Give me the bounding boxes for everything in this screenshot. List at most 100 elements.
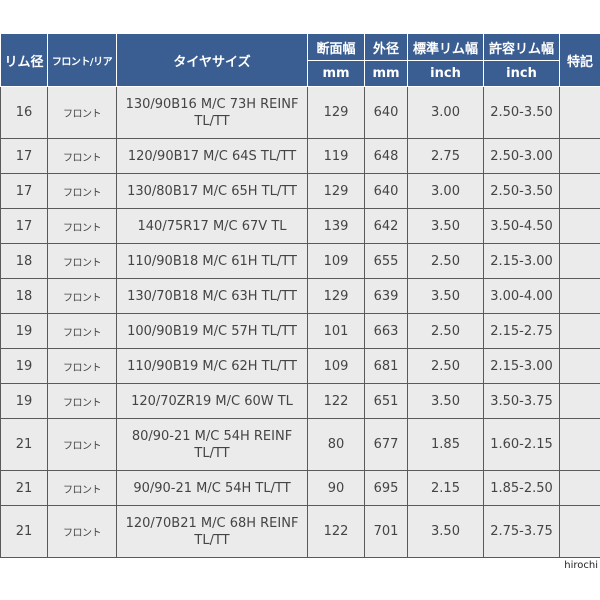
std-rim-width-cell: 1.85 xyxy=(407,418,484,471)
rim-diameter-cell: 21 xyxy=(0,505,48,558)
section-width-cell: 109 xyxy=(307,243,365,279)
tire-spec-table-container: リム径 フロント/リア タイヤサイズ 断面幅 外径 標準リム幅 許容リム幅 特記… xyxy=(0,33,600,558)
section-width-cell: 119 xyxy=(307,138,365,174)
tire-size-cell: 80/90-21 M/C 54H REINF TL/TT xyxy=(116,418,308,471)
header-section-width: 断面幅 xyxy=(307,33,365,61)
notes-cell xyxy=(559,348,600,384)
tire-size-cell: 90/90-21 M/C 54H TL/TT xyxy=(116,470,308,506)
table-row: 21 フロント 80/90-21 M/C 54H REINF TL/TT 80 … xyxy=(0,418,600,471)
position-cell: フロント xyxy=(47,383,117,419)
outer-diameter-cell: 640 xyxy=(364,86,408,139)
table-row: 21 フロント 120/70B21 M/C 68H REINF TL/TT 12… xyxy=(0,505,600,558)
allowed-rim-width-cell: 2.75-3.75 xyxy=(483,505,560,558)
tire-size-cell: 120/70B21 M/C 68H REINF TL/TT xyxy=(116,505,308,558)
table-row: 16 フロント 130/90B16 M/C 73H REINF TL/TT 12… xyxy=(0,86,600,139)
notes-cell xyxy=(559,173,600,209)
allowed-rim-width-cell: 2.15-2.75 xyxy=(483,313,560,349)
allowed-rim-width-cell: 2.50-3.50 xyxy=(483,173,560,209)
table-row: 18 フロント 130/70B18 M/C 63H TL/TT 129 639 … xyxy=(0,278,600,314)
header-allowed-rim-width: 許容リム幅 xyxy=(483,33,560,61)
rim-diameter-cell: 18 xyxy=(0,243,48,279)
table-row: 19 フロント 110/90B19 M/C 62H TL/TT 109 681 … xyxy=(0,348,600,384)
position-cell: フロント xyxy=(47,208,117,244)
header-std-rim-width: 標準リム幅 xyxy=(407,33,484,61)
section-width-cell: 129 xyxy=(307,278,365,314)
notes-cell xyxy=(559,505,600,558)
rim-diameter-cell: 17 xyxy=(0,208,48,244)
position-cell: フロント xyxy=(47,505,117,558)
rim-diameter-cell: 17 xyxy=(0,173,48,209)
tire-size-cell: 100/90B19 M/C 57H TL/TT xyxy=(116,313,308,349)
rim-diameter-cell: 17 xyxy=(0,138,48,174)
allowed-rim-width-cell: 3.50-3.75 xyxy=(483,383,560,419)
table-row: 17 フロント 130/80B17 M/C 65H TL/TT 129 640 … xyxy=(0,173,600,209)
allowed-rim-width-cell: 3.50-4.50 xyxy=(483,208,560,244)
position-cell: フロント xyxy=(47,348,117,384)
position-cell: フロント xyxy=(47,470,117,506)
outer-diameter-cell: 681 xyxy=(364,348,408,384)
outer-diameter-cell: 651 xyxy=(364,383,408,419)
notes-cell xyxy=(559,470,600,506)
section-width-cell: 129 xyxy=(307,173,365,209)
std-rim-width-cell: 2.50 xyxy=(407,313,484,349)
table-row: 19 フロント 120/70ZR19 M/C 60W TL 122 651 3.… xyxy=(0,383,600,419)
std-rim-width-cell: 3.50 xyxy=(407,208,484,244)
rim-diameter-cell: 21 xyxy=(0,418,48,471)
allowed-rim-width-cell: 2.15-3.00 xyxy=(483,348,560,384)
header-unit-mm: mm xyxy=(364,60,408,87)
table-row: 18 フロント 110/90B18 M/C 61H TL/TT 109 655 … xyxy=(0,243,600,279)
header-outer-diameter: 外径 xyxy=(364,33,408,61)
std-rim-width-cell: 2.50 xyxy=(407,348,484,384)
table-row: 19 フロント 100/90B19 M/C 57H TL/TT 101 663 … xyxy=(0,313,600,349)
position-cell: フロント xyxy=(47,243,117,279)
std-rim-width-cell: 3.50 xyxy=(407,278,484,314)
section-width-cell: 139 xyxy=(307,208,365,244)
notes-cell xyxy=(559,86,600,139)
rim-diameter-cell: 19 xyxy=(0,348,48,384)
tire-size-cell: 130/90B16 M/C 73H REINF TL/TT xyxy=(116,86,308,139)
outer-diameter-cell: 640 xyxy=(364,173,408,209)
outer-diameter-cell: 663 xyxy=(364,313,408,349)
table-row: 17 フロント 120/90B17 M/C 64S TL/TT 119 648 … xyxy=(0,138,600,174)
table-row: 17 フロント 140/75R17 M/C 67V TL 139 642 3.5… xyxy=(0,208,600,244)
header-tire-size: タイヤサイズ xyxy=(116,33,308,87)
outer-diameter-cell: 695 xyxy=(364,470,408,506)
position-cell: フロント xyxy=(47,313,117,349)
rim-diameter-cell: 16 xyxy=(0,86,48,139)
notes-cell xyxy=(559,278,600,314)
std-rim-width-cell: 2.50 xyxy=(407,243,484,279)
position-cell: フロント xyxy=(47,278,117,314)
section-width-cell: 80 xyxy=(307,418,365,471)
position-cell: フロント xyxy=(47,418,117,471)
allowed-rim-width-cell: 2.15-3.00 xyxy=(483,243,560,279)
allowed-rim-width-cell: 1.85-2.50 xyxy=(483,470,560,506)
notes-cell xyxy=(559,138,600,174)
std-rim-width-cell: 3.00 xyxy=(407,86,484,139)
section-width-cell: 122 xyxy=(307,505,365,558)
header-unit-mm: mm xyxy=(307,60,365,87)
outer-diameter-cell: 701 xyxy=(364,505,408,558)
position-cell: フロント xyxy=(47,86,117,139)
std-rim-width-cell: 3.50 xyxy=(407,505,484,558)
outer-diameter-cell: 648 xyxy=(364,138,408,174)
allowed-rim-width-cell: 2.50-3.00 xyxy=(483,138,560,174)
tire-spec-table: リム径 フロント/リア タイヤサイズ 断面幅 外径 標準リム幅 許容リム幅 特記… xyxy=(0,33,600,558)
rim-diameter-cell: 21 xyxy=(0,470,48,506)
tire-size-cell: 130/80B17 M/C 65H TL/TT xyxy=(116,173,308,209)
header-unit-inch: inch xyxy=(483,60,560,87)
header-unit-inch: inch xyxy=(407,60,484,87)
tire-size-cell: 110/90B18 M/C 61H TL/TT xyxy=(116,243,308,279)
notes-cell xyxy=(559,208,600,244)
std-rim-width-cell: 2.15 xyxy=(407,470,484,506)
position-cell: フロント xyxy=(47,138,117,174)
watermark: hirochi xyxy=(564,560,598,571)
std-rim-width-cell: 2.75 xyxy=(407,138,484,174)
tire-size-cell: 120/90B17 M/C 64S TL/TT xyxy=(116,138,308,174)
outer-diameter-cell: 677 xyxy=(364,418,408,471)
allowed-rim-width-cell: 3.00-4.00 xyxy=(483,278,560,314)
section-width-cell: 109 xyxy=(307,348,365,384)
section-width-cell: 90 xyxy=(307,470,365,506)
position-cell: フロント xyxy=(47,173,117,209)
section-width-cell: 129 xyxy=(307,86,365,139)
rim-diameter-cell: 19 xyxy=(0,383,48,419)
